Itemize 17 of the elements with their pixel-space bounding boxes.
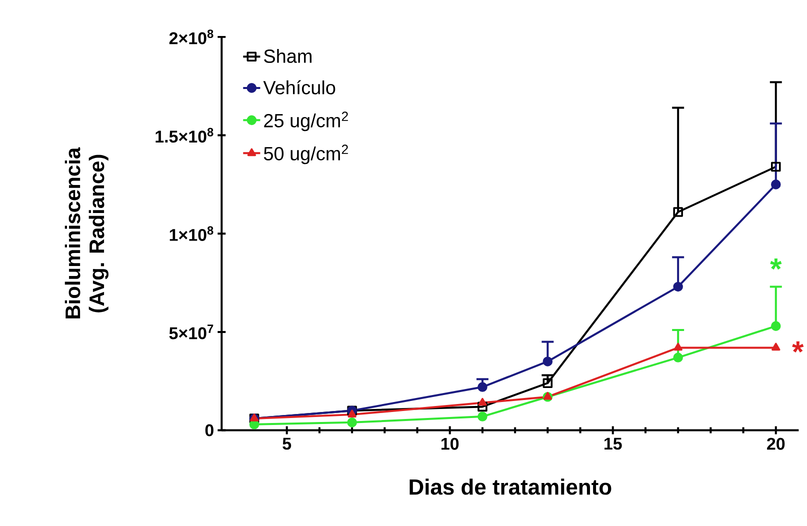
y-tick-label: 1.5×10$^{8}$ [156,128,214,143]
y-tick-label: 1×10$^{8}$ [170,226,214,241]
y-tick-label: 0 [205,424,214,436]
y-tick-label: 5×10$^{7}$ [169,324,214,340]
x-tick-label: 20 [767,438,785,450]
x-tick-label: 10 [441,438,459,450]
y-axis-title: Bioluminiscencia (Avg. Radiance) [64,147,108,318]
legend-label: Sham [264,48,312,63]
x-tick-label: 15 [604,438,622,450]
x-axis-title: Dias de tratamiento [410,478,612,495]
y-tick-label: 2×10$^{8}$ [169,30,214,44]
annotation: * [770,258,782,270]
legend-label: 50 ug/cm$^{2}$ [264,144,348,164]
x-tick-label: 5 [282,438,292,450]
legend-label: Vehículo [263,80,336,94]
legend-label: 25 ug/cm$^{2}$ [264,112,348,132]
annotation: * [792,341,804,352]
